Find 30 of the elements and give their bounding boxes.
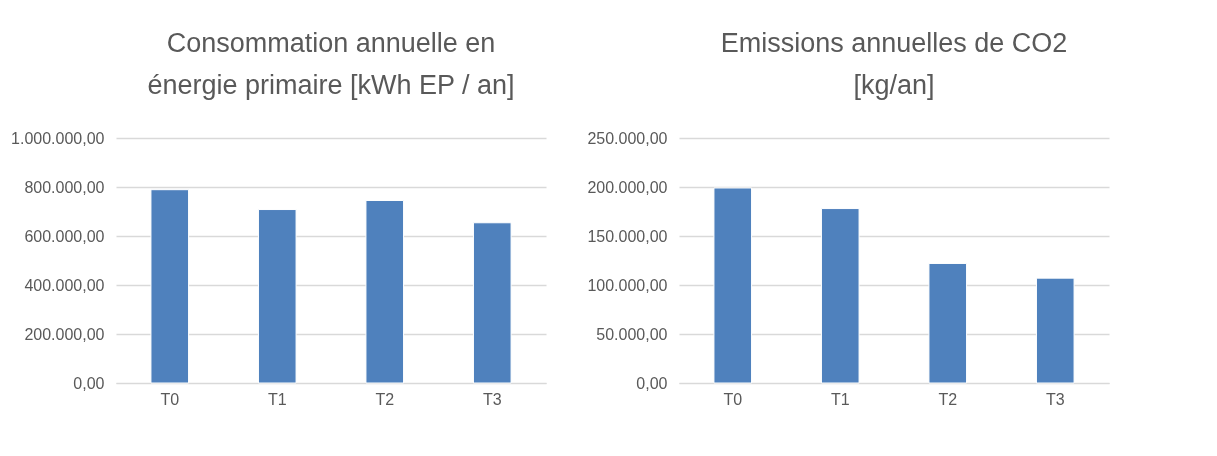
- y-tick-label: 0,00: [73, 374, 105, 392]
- x-tick-label: T0: [160, 390, 180, 408]
- x-tick-label: T1: [830, 390, 850, 408]
- x-tick-label: T3: [482, 390, 502, 408]
- bar: [150, 189, 190, 384]
- x-tick-label: T3: [1045, 390, 1065, 408]
- bar: [820, 208, 860, 384]
- y-tick-label: 200.000,00: [587, 178, 668, 196]
- bar: [713, 187, 753, 384]
- y-tick-label: 800.000,00: [24, 178, 105, 196]
- bar: [257, 209, 297, 384]
- bar: [928, 262, 968, 384]
- x-tick-label: T1: [267, 390, 287, 408]
- y-tick-label: 100.000,00: [587, 276, 668, 294]
- bar: [472, 222, 512, 384]
- y-tick-label: 250.000,00: [587, 129, 668, 147]
- chart-title: Emissions annuelles de CO2 [kg/an]: [720, 28, 1068, 100]
- y-tick-label: 400.000,00: [24, 276, 105, 294]
- y-tick-label: 150.000,00: [587, 227, 668, 245]
- y-tick-label: 600.000,00: [24, 227, 105, 245]
- y-tick-label: 200.000,00: [24, 325, 105, 343]
- y-tick-label: 50.000,00: [596, 325, 668, 343]
- x-tick-label: T0: [723, 390, 743, 408]
- chart-title: Consommation annuelle en énergie primaire [kWh EP / an]: [147, 28, 515, 100]
- x-tick-label: T2: [375, 390, 395, 408]
- y-tick-label: 0,00: [636, 374, 668, 392]
- bar: [365, 199, 405, 384]
- y-tick-label: 1.000.000,00: [11, 129, 105, 147]
- x-tick-label: T2: [938, 390, 958, 408]
- bar: [1035, 277, 1075, 384]
